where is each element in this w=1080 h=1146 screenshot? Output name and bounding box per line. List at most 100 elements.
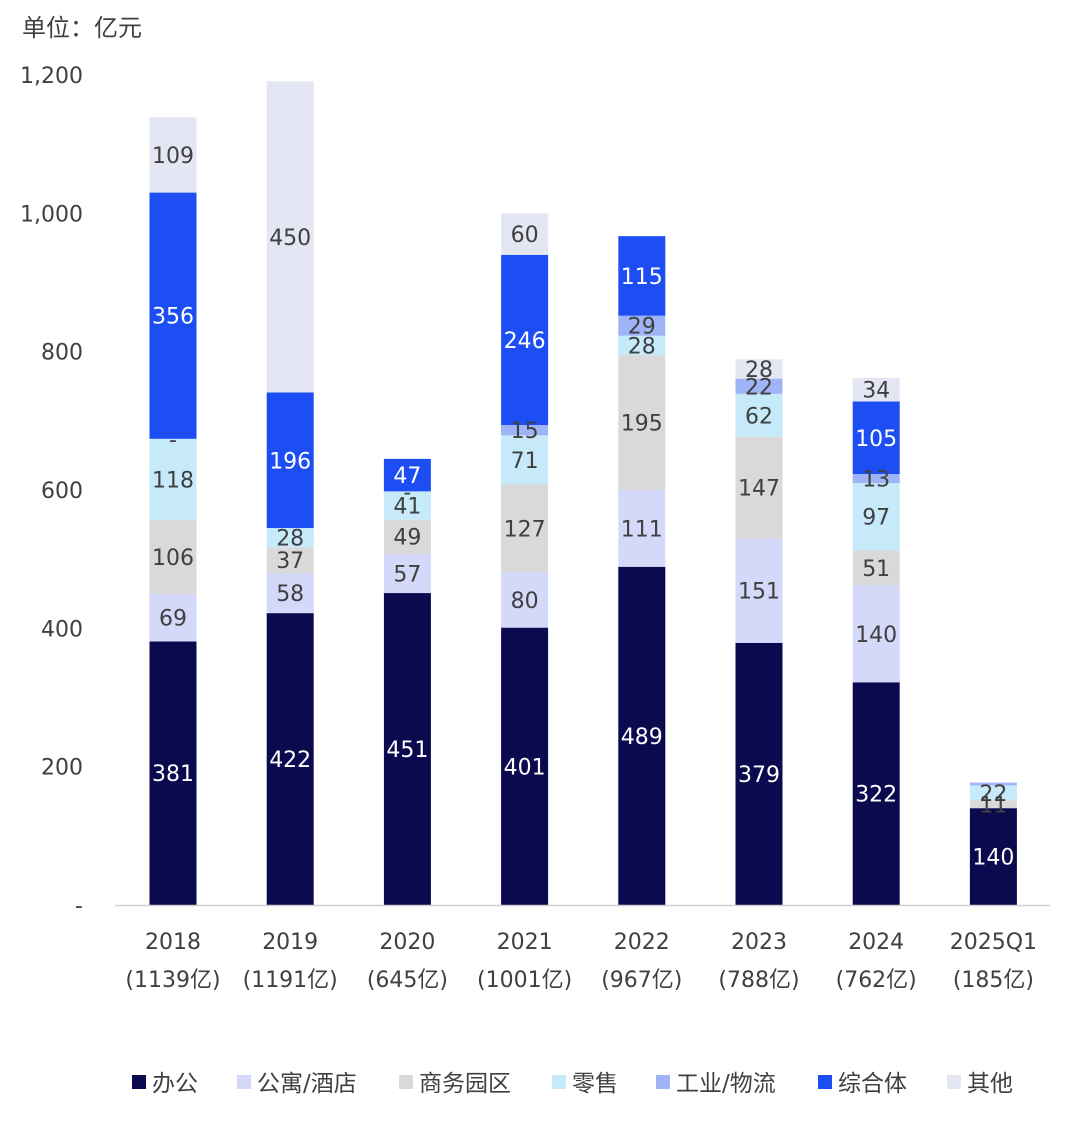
- x-axis: 2018 (1139亿) 2019 (1191亿) 2020 (645亿) 2021 (100…: [115, 904, 1050, 993]
- bar-segment: [149, 520, 197, 594]
- data-label: 195: [621, 412, 663, 437]
- bar-segment: [618, 566, 666, 905]
- x-tick-label: 2024: [848, 930, 904, 955]
- data-label: 111: [621, 517, 663, 542]
- x-tick-total-label: (967亿): [601, 968, 682, 993]
- bar-segment: [501, 484, 549, 573]
- bar-segment: [149, 438, 197, 521]
- data-label: 151: [738, 580, 780, 605]
- bar-segment: [852, 401, 900, 475]
- data-label: 57: [393, 562, 421, 587]
- legend-swatch: [132, 1075, 146, 1089]
- data-label: 80: [511, 589, 539, 614]
- legend-label: 零售: [572, 1071, 618, 1097]
- legend-label: 办公: [152, 1071, 198, 1097]
- y-tick-label: -: [75, 894, 83, 919]
- legend-swatch: [656, 1075, 670, 1089]
- data-labels: 38169106118-3561094225837281964504515749…: [152, 144, 1014, 871]
- bar-segment: [618, 490, 666, 567]
- data-label: 322: [855, 783, 897, 808]
- bar-segment: [266, 573, 314, 614]
- y-tick-label: 1,000: [20, 202, 83, 227]
- x-tick-total-label: (762亿): [836, 968, 917, 993]
- legend-label: 工业/物流: [676, 1071, 776, 1097]
- bar-segment: [735, 378, 783, 394]
- data-label: 196: [269, 449, 311, 474]
- data-label: 246: [504, 329, 546, 354]
- legend-swatch: [947, 1075, 961, 1089]
- data-label: 140: [972, 846, 1014, 871]
- data-label: 489: [621, 725, 663, 750]
- x-tick-label: 2018: [145, 930, 201, 955]
- bar-segment: [149, 117, 197, 193]
- bar-segment: [383, 491, 431, 520]
- data-label: 422: [269, 748, 311, 773]
- data-label: 34: [862, 379, 890, 404]
- legend-swatch: [552, 1075, 566, 1089]
- data-label: 115: [621, 265, 663, 290]
- data-label: 106: [152, 546, 194, 571]
- bar-segment: [501, 254, 549, 425]
- data-label: 127: [504, 517, 546, 542]
- legend-label: 其他: [967, 1071, 1013, 1097]
- bar-segment: [735, 393, 783, 437]
- x-tick-label: 2020: [379, 930, 435, 955]
- data-label: 147: [738, 477, 780, 502]
- bar-segment: [383, 553, 431, 594]
- x-tick-label: 2021: [497, 930, 553, 955]
- legend-label: 商务园区: [419, 1071, 511, 1097]
- data-label: 22: [745, 375, 773, 400]
- y-tick-label: 800: [41, 341, 83, 366]
- data-label: 451: [386, 738, 428, 763]
- data-label: 49: [393, 526, 421, 551]
- data-label: 37: [276, 549, 304, 574]
- bar-segment: [969, 785, 1017, 801]
- data-label: 450: [269, 226, 311, 251]
- data-label: 13: [862, 468, 890, 493]
- legend: 办公 公寓/酒店 商务园区 零售 工业/物流 综合体 其他: [132, 1071, 1013, 1097]
- y-axis: - 200 400 600 800 1,000 1,200: [20, 64, 83, 919]
- x-tick-total-label: (645亿): [367, 968, 448, 993]
- bar-segment: [969, 800, 1017, 809]
- bar-segment: [735, 538, 783, 643]
- bar-segment: [266, 547, 314, 573]
- data-label: 51: [862, 557, 890, 582]
- legend-swatch: [818, 1075, 832, 1089]
- bar-segment: [852, 550, 900, 586]
- bar-segment: [618, 315, 666, 336]
- data-label: 29: [628, 315, 656, 340]
- bar-segment: [852, 377, 900, 402]
- x-tick-total-label: (185亿): [953, 968, 1034, 993]
- bar-segment: [149, 593, 197, 642]
- data-label: 71: [511, 449, 539, 474]
- data-label: 356: [152, 305, 194, 330]
- bar-segment: [969, 782, 1017, 786]
- data-label: 15: [511, 419, 539, 444]
- data-label: 105: [855, 427, 897, 452]
- bar-segment: [501, 213, 549, 255]
- data-label: 28: [276, 527, 304, 552]
- bar-segment: [852, 585, 900, 683]
- data-label: 41: [393, 495, 421, 520]
- data-label: 381: [152, 762, 194, 787]
- data-label: 60: [511, 223, 539, 248]
- bar-segment: [501, 572, 549, 628]
- bar-segment: [149, 641, 197, 905]
- data-label: 379: [738, 763, 780, 788]
- data-label: 109: [152, 144, 194, 169]
- bar-segment: [852, 682, 900, 905]
- bar-segment: [501, 424, 549, 436]
- data-label: 97: [862, 506, 890, 531]
- data-label: 69: [159, 607, 187, 632]
- bar-segment: [852, 483, 900, 551]
- data-label: 58: [276, 582, 304, 607]
- bar-segment: [383, 593, 431, 905]
- bar-segment: [501, 627, 549, 905]
- bar-segment: [266, 528, 314, 548]
- bar-segment: [852, 474, 900, 484]
- y-tick-label: 400: [41, 617, 83, 642]
- bar-segment: [383, 519, 431, 554]
- x-tick-total-label: (1191亿): [243, 968, 338, 993]
- bars: [149, 81, 1017, 905]
